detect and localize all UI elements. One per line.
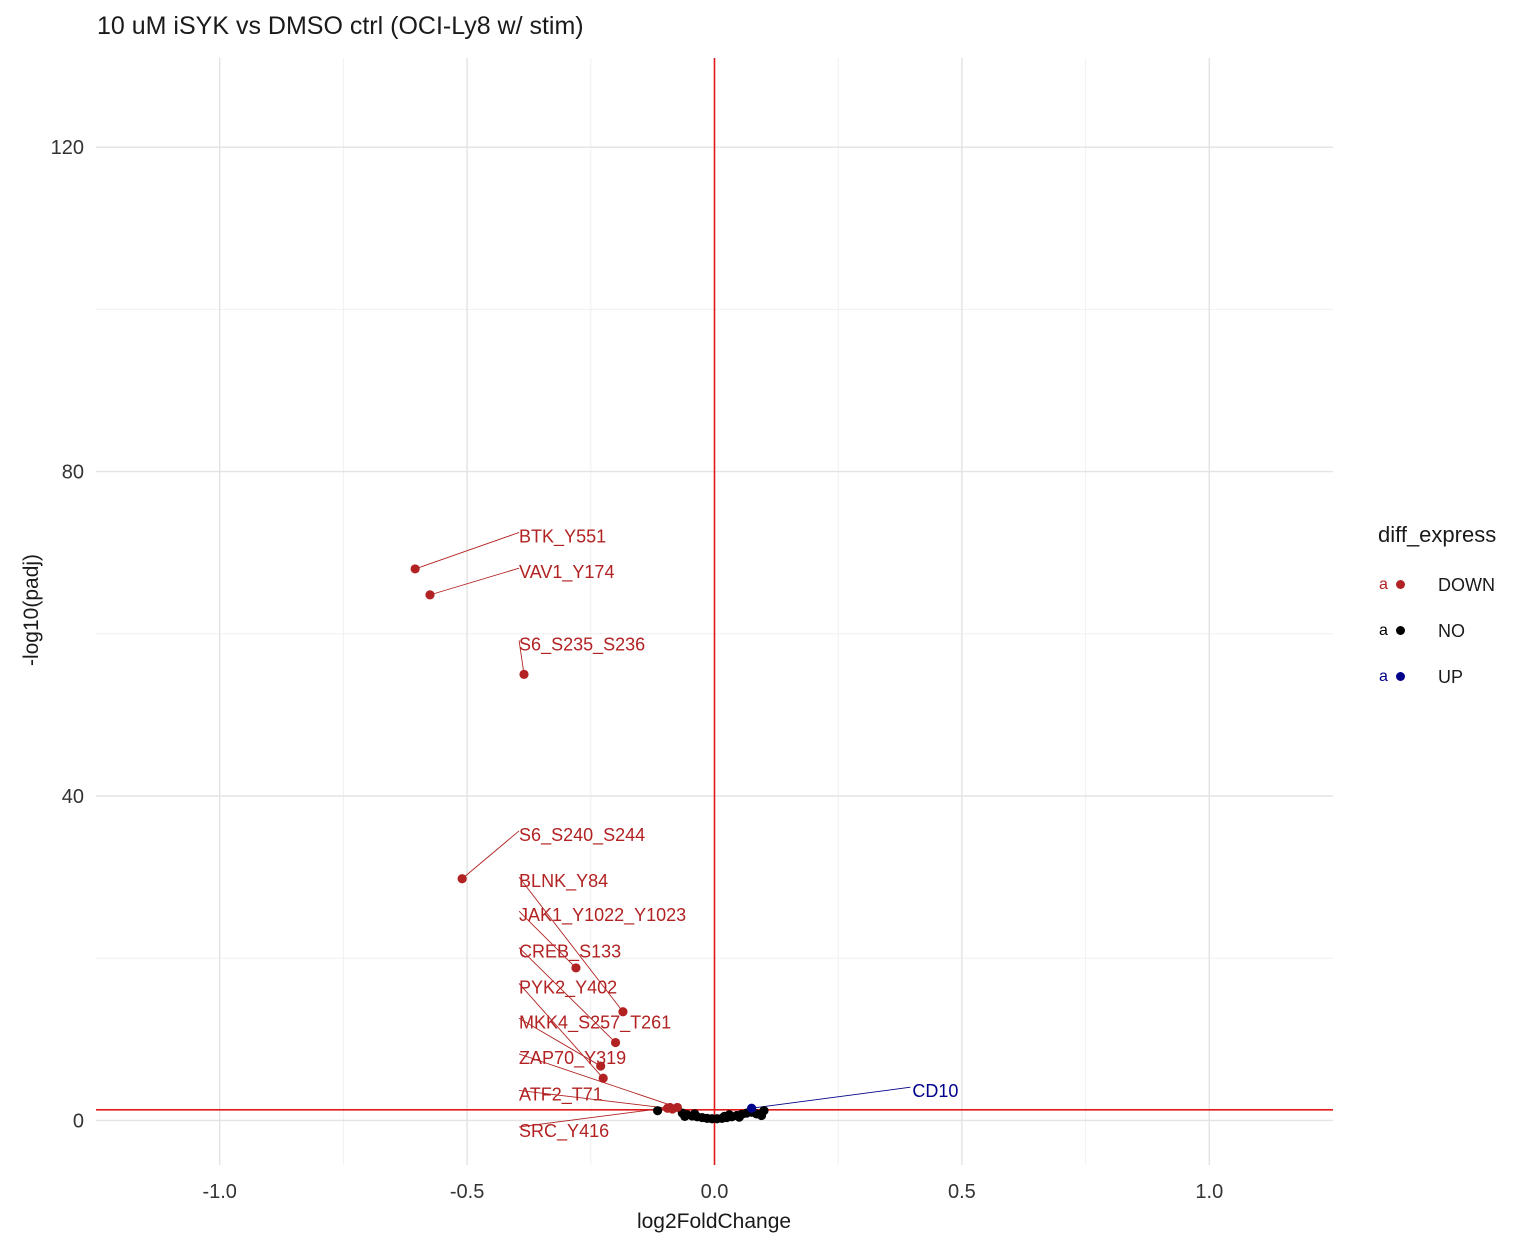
label-connector <box>518 910 577 969</box>
point-label: ATF2_T71 <box>519 1084 603 1105</box>
legend-dot <box>1396 580 1405 589</box>
data-point-no <box>759 1106 769 1116</box>
label-connector <box>461 830 520 880</box>
data-point-no <box>690 1109 700 1119</box>
data-point-no <box>652 1106 663 1116</box>
point-label: VAV1_Y174 <box>519 562 614 583</box>
label-connector <box>751 1086 911 1109</box>
y-axis-title: -log10(padj) <box>20 554 43 666</box>
data-point-down <box>610 1037 621 1048</box>
data-points <box>410 564 769 1124</box>
legend-title: diff_express <box>1378 522 1497 547</box>
point-label: CREB_S133 <box>519 942 621 963</box>
label-connector <box>518 640 525 675</box>
data-point-down <box>519 669 529 679</box>
x-tick-label: 0.5 <box>948 1181 976 1203</box>
data-point-up <box>747 1103 757 1113</box>
legend-dot <box>1396 672 1405 681</box>
label-connector <box>518 876 624 1012</box>
point-label: JAK1_Y1022_Y1023 <box>519 905 686 926</box>
point-label: S6_S235_S236 <box>519 634 645 655</box>
point-label: CD10 <box>912 1081 958 1101</box>
legend-key-glyph: a <box>1379 622 1388 639</box>
label-connector <box>518 1053 678 1108</box>
label-connector <box>518 983 604 1079</box>
legend-key-glyph: a <box>1379 576 1388 593</box>
point-label: BTK_Y551 <box>519 526 606 547</box>
data-point-no <box>680 1111 690 1121</box>
x-tick-labels: -1.0 -0.5 0.0 0.5 1.0 <box>202 1181 1223 1203</box>
data-point-down <box>596 1061 606 1071</box>
y-tick-label: 80 <box>62 462 84 484</box>
data-point-down <box>598 1073 608 1083</box>
label-connector <box>414 532 520 570</box>
point-label: MKK4_S257_T261 <box>519 1012 671 1033</box>
legend-label-up: UP <box>1438 666 1464 687</box>
legend-item-no: a NO <box>1378 608 1496 654</box>
data-point-no <box>734 1112 744 1122</box>
y-tick-label: 40 <box>62 786 84 808</box>
data-point-down <box>571 963 581 973</box>
label-connector <box>518 947 616 1043</box>
x-tick-label: -1.0 <box>202 1181 236 1203</box>
data-point-down <box>667 1104 678 1114</box>
label-connectors <box>414 532 911 1128</box>
data-point-down <box>425 590 435 600</box>
label-connector <box>429 567 520 596</box>
y-tick-label: 120 <box>51 137 84 159</box>
legend-key-up: a <box>1378 667 1408 687</box>
x-tick-label: 0.0 <box>701 1181 729 1203</box>
label-connector <box>519 1089 668 1109</box>
x-axis-title: log2FoldChange <box>637 1210 791 1233</box>
legend-label-down: DOWN <box>1438 574 1495 595</box>
legend-key-no: a <box>1378 621 1408 641</box>
data-point-down <box>618 1007 628 1017</box>
data-point-down <box>410 564 420 574</box>
x-tick-label: -0.5 <box>450 1181 484 1203</box>
point-label: ZAP70_Y319 <box>519 1048 626 1069</box>
label-connector <box>518 1106 671 1128</box>
legend-dot <box>1396 626 1405 635</box>
legend-item-down: a DOWN <box>1378 562 1496 608</box>
point-label: SRC_Y416 <box>519 1121 609 1142</box>
legend-item-up: a UP <box>1378 654 1496 700</box>
data-point-no <box>719 1111 729 1121</box>
point-labels: BTK_Y551 VAV1_Y174 S6_S235_S236 S6_S240_S24… <box>519 526 958 1141</box>
y-tick-label: 0 <box>73 1110 84 1132</box>
reference-lines <box>96 58 1333 1165</box>
chart-title: 10 uM iSYK vs DMSO ctrl (OCI-Ly8 w/ stim… <box>97 12 584 40</box>
data-point-down <box>457 874 467 884</box>
legend-key-glyph: a <box>1379 668 1388 685</box>
y-tick-labels: 0 40 80 120 <box>51 137 84 1132</box>
legend-label-no: NO <box>1438 620 1465 641</box>
legend-key-down: a <box>1378 575 1408 595</box>
x-tick-label: 1.0 <box>1195 1181 1223 1203</box>
point-label: BLNK_Y84 <box>519 871 608 892</box>
legend: diff_express a DOWN a NO a UP <box>1378 522 1496 700</box>
point-label: S6_S240_S244 <box>519 825 645 846</box>
label-connector <box>518 1017 601 1067</box>
point-label: PYK2_Y402 <box>519 977 617 998</box>
